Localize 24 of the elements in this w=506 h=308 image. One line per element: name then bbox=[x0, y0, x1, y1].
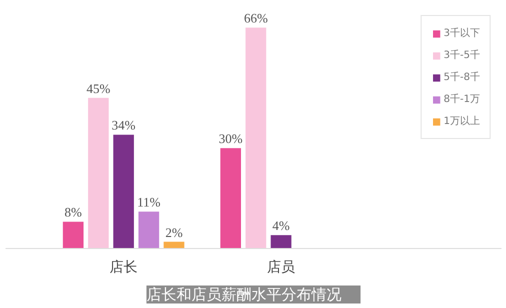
legend-label: 5千-8千 bbox=[444, 70, 480, 84]
legend-label: 8千-1万 bbox=[444, 92, 480, 106]
legend-label: 3千-5千 bbox=[444, 48, 480, 62]
bar bbox=[246, 28, 266, 248]
data-label: 45% bbox=[86, 80, 110, 96]
bar bbox=[270, 235, 292, 248]
bar bbox=[113, 134, 134, 248]
data-label: 2% bbox=[165, 224, 183, 240]
bar bbox=[220, 148, 241, 248]
bar bbox=[62, 222, 84, 248]
legend-label: 3千以下 bbox=[444, 26, 480, 40]
legend-label: 1万以上 bbox=[444, 114, 480, 128]
text: 店长和店员薪酬水平分布情况 bbox=[146, 286, 342, 304]
bar bbox=[88, 98, 109, 248]
data-label: 66% bbox=[244, 10, 268, 26]
x-tick-label: 店员 bbox=[267, 260, 296, 276]
data-label: 8% bbox=[64, 204, 82, 220]
bar bbox=[138, 212, 160, 248]
x-tick-label: 店长 bbox=[110, 260, 138, 276]
data-label: 34% bbox=[112, 118, 136, 133]
data-label: 30% bbox=[218, 131, 243, 146]
bar bbox=[164, 242, 184, 248]
data-label: 11% bbox=[137, 194, 161, 210]
data-label: 4% bbox=[272, 218, 290, 234]
